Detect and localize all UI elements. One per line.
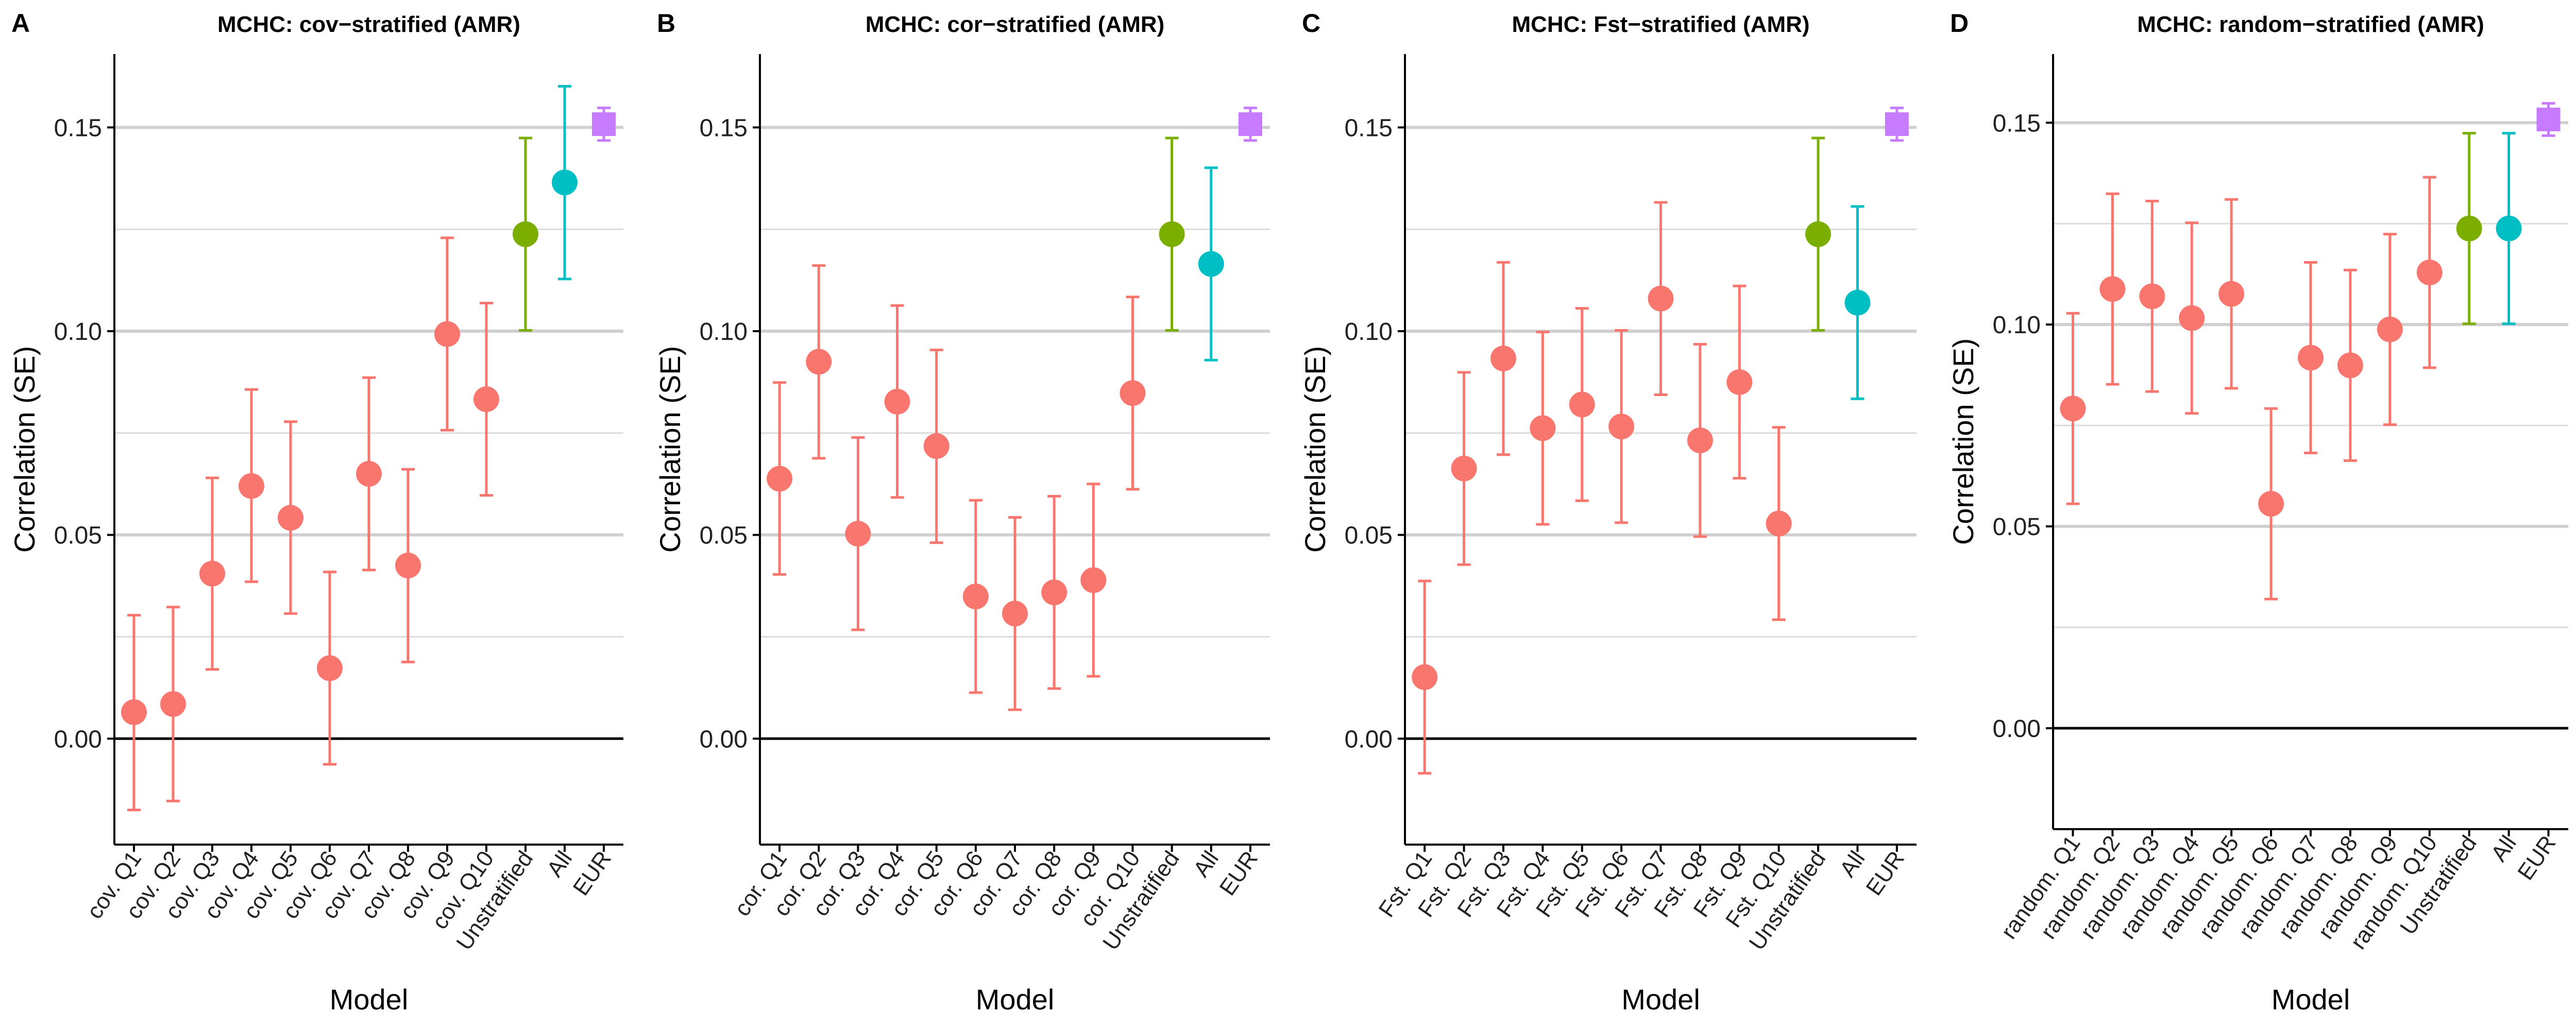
data-point xyxy=(395,553,421,579)
data-point-square xyxy=(1238,112,1262,136)
data-point xyxy=(2139,283,2165,310)
data-point xyxy=(1726,369,1753,395)
data-point xyxy=(356,460,382,487)
panel-title: MCHC: cov−stratified (AMR) xyxy=(217,12,520,37)
data-point xyxy=(121,699,147,725)
y-tick-label: 0.10 xyxy=(1993,312,2041,339)
data-point xyxy=(962,583,989,610)
data-point xyxy=(767,466,793,492)
data-point xyxy=(317,655,343,681)
data-point xyxy=(473,386,499,413)
y-axis-title: Correlation (SE) xyxy=(1299,346,1331,553)
data-point xyxy=(2060,396,2086,422)
data-point xyxy=(1766,510,1792,537)
x-tick-label: EUR xyxy=(568,847,616,900)
data-point xyxy=(2496,215,2522,242)
y-tick-label: 0.05 xyxy=(1993,513,2041,541)
y-tick-label: 0.15 xyxy=(1345,114,1393,142)
data-point xyxy=(1412,664,1438,690)
panel-title: MCHC: random−stratified (AMR) xyxy=(2137,12,2484,37)
x-axis-title: Model xyxy=(1621,983,1700,1016)
y-tick-label: 0.15 xyxy=(1993,110,2041,137)
data-point xyxy=(434,321,460,347)
x-tick-label: EUR xyxy=(2513,831,2561,885)
data-point xyxy=(2179,305,2205,331)
data-point xyxy=(1080,567,1107,593)
data-point xyxy=(1159,221,1185,247)
y-tick-label: 0.00 xyxy=(700,726,748,753)
data-point xyxy=(513,221,538,247)
data-point xyxy=(2298,345,2324,371)
x-tick-label: All xyxy=(1835,847,1870,882)
data-point xyxy=(1490,346,1516,372)
y-tick-label: 0.10 xyxy=(1345,318,1393,346)
panel-tag: A xyxy=(11,9,30,38)
data-point xyxy=(1569,391,1595,418)
data-point xyxy=(1451,455,1477,482)
y-tick-label: 0.05 xyxy=(1345,522,1393,550)
data-point xyxy=(1198,251,1224,277)
x-axis-title: Model xyxy=(330,983,409,1016)
data-point xyxy=(1041,579,1067,606)
data-point xyxy=(1608,414,1635,440)
x-tick-label: EUR xyxy=(1861,847,1909,900)
data-point xyxy=(2337,352,2363,379)
data-point xyxy=(2099,276,2126,302)
data-point xyxy=(2416,260,2443,286)
data-point xyxy=(1002,600,1028,627)
panel-tag: B xyxy=(657,9,675,38)
data-point xyxy=(2456,215,2482,242)
x-tick-label: All xyxy=(2486,831,2521,866)
data-point xyxy=(2218,281,2245,307)
x-axis-title: Model xyxy=(976,983,1055,1016)
data-point xyxy=(1805,221,1832,247)
y-tick-label: 0.05 xyxy=(54,522,102,550)
x-tick-label: EUR xyxy=(1215,847,1263,900)
y-tick-label: 0.10 xyxy=(700,318,748,346)
data-point xyxy=(923,433,950,459)
data-point-square xyxy=(592,112,616,136)
panel-tag: D xyxy=(1950,9,1969,38)
data-point xyxy=(1530,415,1556,441)
data-point xyxy=(884,388,910,415)
y-tick-label: 0.05 xyxy=(700,522,748,550)
data-point xyxy=(2258,491,2284,517)
data-point xyxy=(239,473,264,499)
panel-title: MCHC: Fst−stratified (AMR) xyxy=(1512,12,1809,37)
y-tick-label: 0.15 xyxy=(54,114,102,142)
x-tick-label: All xyxy=(1189,847,1224,882)
y-tick-label: 0.00 xyxy=(1993,715,2041,743)
data-point xyxy=(160,691,186,717)
data-point xyxy=(2377,316,2403,342)
y-axis-title: Correlation (SE) xyxy=(1947,338,1979,545)
data-point xyxy=(278,505,303,531)
panel-tag: C xyxy=(1302,9,1320,38)
data-point-square xyxy=(2536,107,2561,131)
data-point xyxy=(1844,289,1871,316)
data-point xyxy=(806,349,832,375)
y-tick-label: 0.00 xyxy=(1345,726,1393,753)
data-point xyxy=(552,169,578,196)
data-point-square xyxy=(1885,112,1909,136)
data-point xyxy=(845,521,871,547)
y-axis-title: Correlation (SE) xyxy=(8,346,41,553)
x-axis-title: Model xyxy=(2272,983,2350,1016)
y-tick-label: 0.15 xyxy=(700,114,748,142)
data-point xyxy=(1648,285,1674,312)
data-point xyxy=(1687,427,1713,454)
y-tick-label: 0.00 xyxy=(54,726,102,753)
x-tick-label: All xyxy=(542,847,577,882)
y-axis-title: Correlation (SE) xyxy=(654,346,686,553)
panel-title: MCHC: cor−stratified (AMR) xyxy=(866,12,1165,37)
data-point xyxy=(199,560,225,587)
y-tick-label: 0.10 xyxy=(54,318,102,346)
data-point xyxy=(1120,380,1146,406)
